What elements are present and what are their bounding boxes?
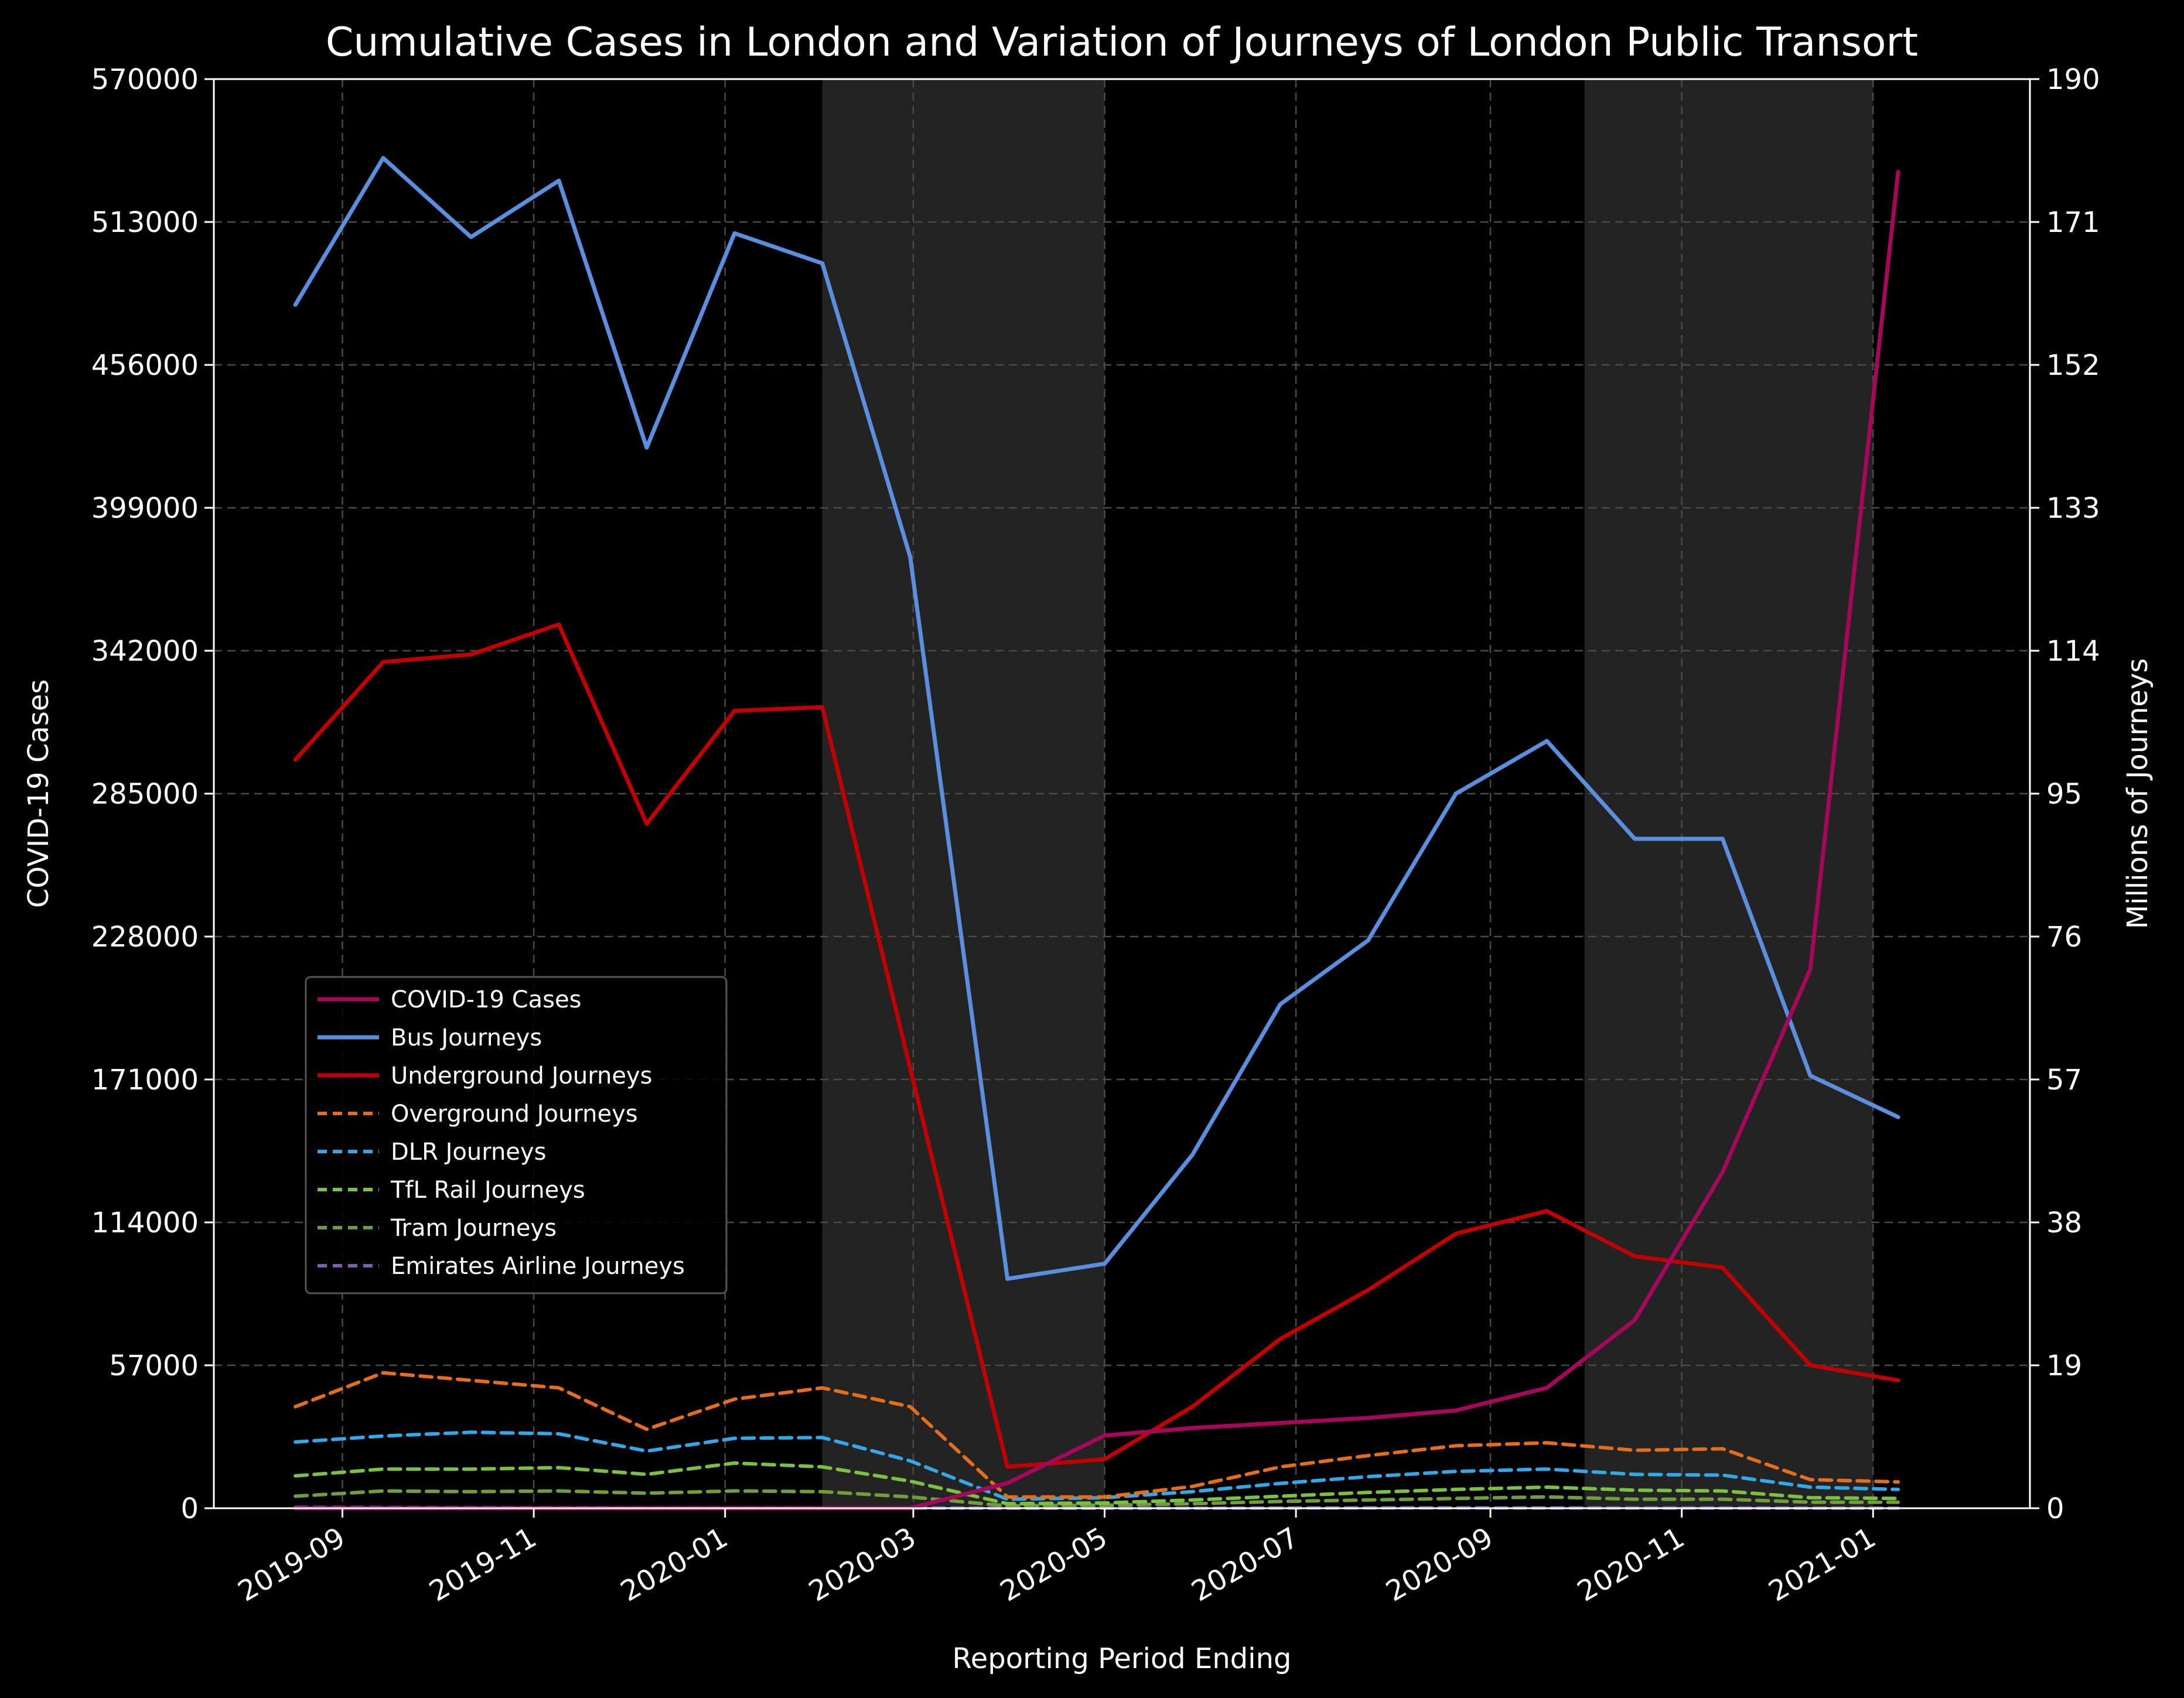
left-tick-label: 456000 — [91, 349, 199, 382]
left-tick-label: 171000 — [91, 1064, 199, 1096]
right-tick-label: 171 — [2046, 206, 2100, 239]
legend-entry: Overground Journeys — [391, 1101, 638, 1128]
series-line-tram-journeys — [294, 1489, 1900, 1508]
right-tick-label: 0 — [2046, 1492, 2064, 1525]
right-tick-label: 190 — [2046, 63, 2100, 96]
right-tick-label: 38 — [2046, 1207, 2082, 1239]
legend-entry: Bus Journeys — [391, 1024, 542, 1051]
legend: COVID-19 Cases Bus Journeys Underground Jo… — [305, 976, 728, 1294]
legend-entry: Emirates Airline Journeys — [391, 1253, 685, 1280]
right-tick-label: 133 — [2046, 492, 2100, 525]
left-tick-label: 285000 — [91, 778, 199, 811]
right-tick-label: 76 — [2046, 921, 2082, 954]
right-tick-label: 152 — [2046, 349, 2100, 382]
left-tick-label: 228000 — [91, 921, 199, 954]
legend-entry: Underground Journeys — [391, 1062, 652, 1089]
left-tick-label: 0 — [180, 1492, 199, 1525]
legend-entry: DLR Journeys — [391, 1139, 546, 1166]
legend-entry: Tram Journeys — [390, 1215, 557, 1242]
left-tick-label: 57000 — [109, 1349, 199, 1382]
left-tick-label: 399000 — [91, 492, 199, 525]
chart-title: Cumulative Cases in London and Variation… — [326, 19, 1918, 66]
left-tick-label: 342000 — [91, 635, 199, 668]
legend-entry: TfL Rail Journeys — [390, 1177, 585, 1204]
series-line-bus-journeys — [293, 156, 1900, 1281]
right-axis: 0 19 38 57 76 95 114 133 152 171 190 — [2030, 63, 2100, 1525]
series-line-tfl-rail-journeys — [294, 1461, 1900, 1506]
right-tick-label: 57 — [2046, 1064, 2082, 1096]
series-line-dlr-journeys — [294, 1430, 1900, 1501]
left-tick-label: 513000 — [91, 206, 199, 239]
right-tick-label: 19 — [2046, 1349, 2082, 1382]
right-tick-label: 95 — [2046, 778, 2082, 811]
series-line-overground-journeys — [294, 1371, 1900, 1499]
left-axis-label: COVID-19 Cases — [22, 679, 55, 908]
right-tick-label: 114 — [2046, 635, 2100, 668]
x-axis-label: Reporting Period Ending — [953, 1642, 1292, 1675]
legend-entry: COVID-19 Cases — [391, 986, 581, 1013]
left-tick-label: 570000 — [91, 63, 199, 96]
left-tick-label: 114000 — [91, 1207, 199, 1239]
right-axis-label: Millions of Journeys — [2121, 658, 2154, 930]
series-line-underground-journeys — [293, 622, 1900, 1469]
left-axis: 0 57000 114000 171000 228000 285000 342000 3990… — [91, 63, 214, 1525]
legend-box — [305, 976, 728, 1294]
